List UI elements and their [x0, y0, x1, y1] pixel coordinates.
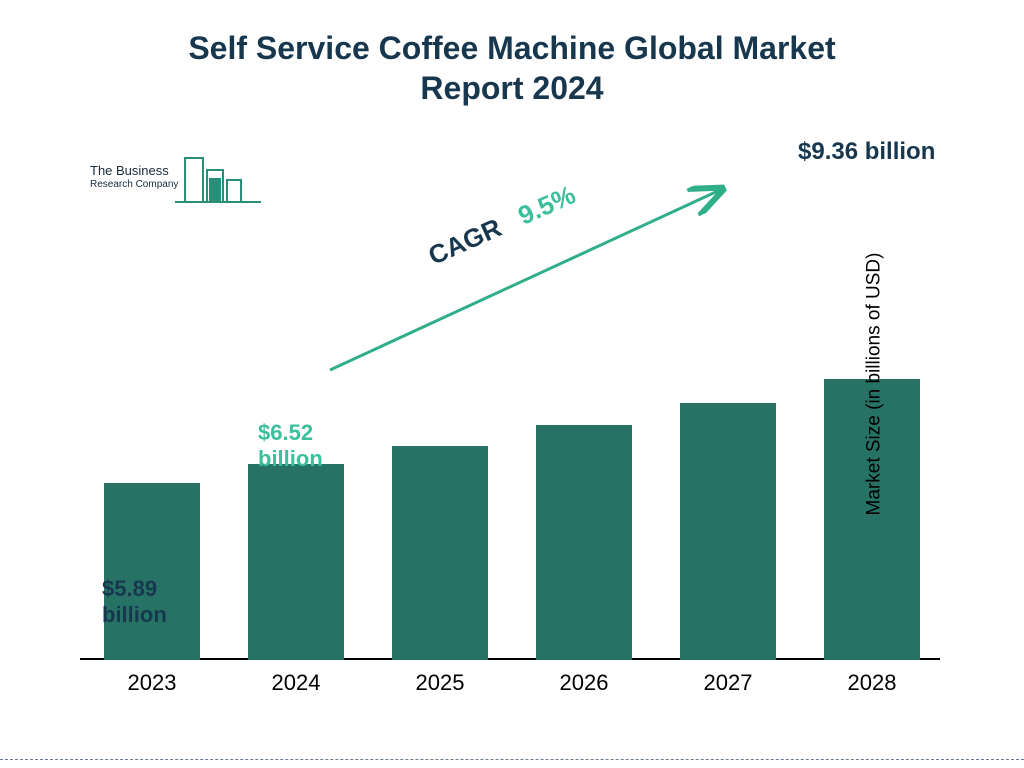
bar-2026	[536, 425, 632, 660]
callout-2028-label: $9.36 billion	[798, 138, 935, 165]
callout-2023-unit: billion	[102, 602, 167, 628]
chart-title: Self Service Coffee Machine Global Marke…	[0, 28, 1024, 108]
callout-2028: $9.36 billion	[798, 138, 935, 167]
callout-2023: $5.89 billion	[102, 576, 167, 629]
bar-2025	[392, 446, 488, 660]
callout-2023-value: $5.89	[102, 576, 167, 602]
bar-2024	[248, 464, 344, 660]
bar-group-2023: 2023	[104, 483, 200, 660]
y-axis-label: Market Size (in billions of USD)	[864, 253, 886, 516]
chart-title-line1: Self Service Coffee Machine Global Marke…	[0, 28, 1024, 68]
bottom-dashed-divider	[0, 759, 1024, 760]
bar-group-2024: 2024	[248, 464, 344, 660]
bar-group-2025: 2025	[392, 446, 488, 660]
x-axis-label-2028: 2028	[776, 670, 968, 696]
chart-title-line2: Report 2024	[0, 68, 1024, 108]
bar-2023	[104, 483, 200, 660]
bar-2027	[680, 403, 776, 660]
callout-2024-value: $6.52	[258, 420, 323, 446]
callout-2024-unit: billion	[258, 446, 323, 472]
bar-group-2026: 2026	[536, 425, 632, 660]
bar-group-2027: 2027	[680, 403, 776, 660]
callout-2024: $6.52 billion	[258, 420, 323, 473]
cagr-annotation: CAGR 9.5%	[320, 170, 740, 390]
